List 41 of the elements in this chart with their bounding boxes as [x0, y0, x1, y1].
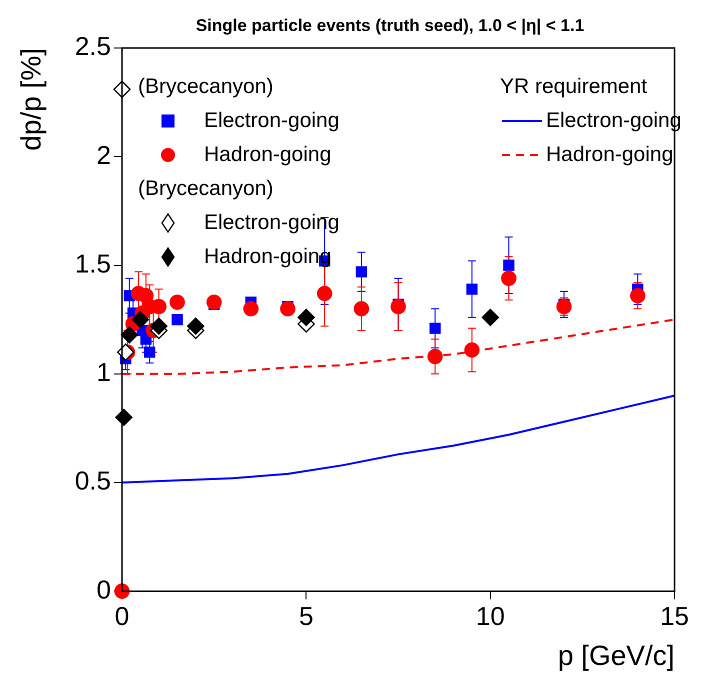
point [427, 348, 443, 364]
legend-label: Hadron-going [546, 143, 674, 167]
point [464, 342, 480, 358]
y-tick-label: 2.5 [74, 31, 111, 62]
y-tick-label: 0.5 [74, 466, 111, 496]
point [150, 317, 168, 335]
point [503, 260, 514, 271]
x-tick-label: 15 [660, 600, 689, 631]
y-tick-label: 1.5 [74, 248, 111, 278]
point [298, 308, 315, 326]
point [120, 326, 138, 344]
point [501, 270, 516, 286]
x-tick-label: 5 [298, 600, 314, 631]
y-tick-label: 2 [96, 140, 111, 170]
point [170, 294, 185, 310]
legend-label: Electron-going [204, 109, 340, 133]
annotation: YR requirement [500, 74, 648, 100]
point [430, 322, 441, 334]
point [144, 346, 156, 358]
x-axis-title: p [GeV/c] [558, 640, 675, 671]
point [556, 298, 572, 314]
point [280, 301, 296, 316]
point [356, 266, 368, 278]
point [482, 308, 500, 326]
annotation: (Brycecanyon) [138, 176, 274, 202]
point [630, 288, 646, 304]
annotation: (Brycecanyon) [138, 74, 274, 100]
point [243, 301, 259, 316]
chart-title: Single particle events (truth seed), 1.0 < |η| < 1.1 [196, 16, 584, 35]
point [187, 317, 204, 335]
point [172, 314, 183, 326]
point [132, 310, 150, 328]
x-tick-label: 10 [476, 600, 505, 631]
y-tick-label: 0 [96, 574, 111, 604]
y-axis-title: dp/p [%] [16, 48, 47, 151]
point [316, 286, 332, 302]
y-tick-label: 1 [96, 357, 111, 388]
point [354, 301, 370, 316]
point [206, 294, 222, 310]
point [466, 284, 478, 295]
legend-label: Hadron-going [204, 143, 332, 167]
